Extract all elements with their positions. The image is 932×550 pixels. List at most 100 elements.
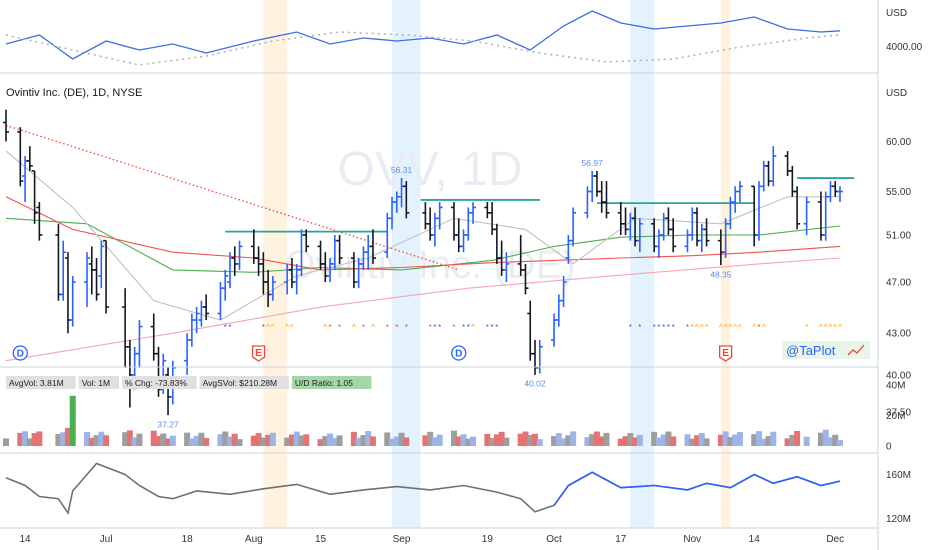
- resistance-lines: [225, 177, 855, 233]
- signal-marker: *: [395, 323, 398, 332]
- volume-bar: [150, 430, 157, 446]
- volume-bar: [503, 437, 510, 446]
- signal-marker: ^: [719, 323, 723, 332]
- volume-bar: [755, 431, 762, 446]
- volume-bar: [751, 434, 758, 446]
- signal-marker: *: [629, 323, 632, 332]
- signal-marker: ^: [285, 323, 289, 332]
- volume-bar: [226, 436, 233, 446]
- volume-bar: [184, 432, 191, 446]
- volume-bar: [827, 437, 834, 446]
- volume-bar: [617, 438, 624, 446]
- volume-bar: [522, 431, 529, 446]
- ohlc-bar: [269, 275, 276, 301]
- ohlc-bar: [103, 239, 110, 314]
- volume-bar: [288, 434, 295, 446]
- ohlc-bar: [193, 307, 200, 334]
- signal-marker: *: [462, 323, 465, 332]
- signal-marker: *: [467, 323, 470, 332]
- volume-bar: [627, 433, 634, 446]
- volume-bar: [69, 395, 76, 446]
- volume-bar: [431, 437, 438, 446]
- volume-bar: [636, 434, 643, 446]
- watermark: OVV, 1D Ovintiv Inc. (DE): [284, 143, 575, 287]
- ohlc-bar: [3, 109, 9, 142]
- volume-bar: [398, 432, 405, 446]
- volume-bar: [126, 430, 133, 446]
- volume-bar: [717, 434, 724, 446]
- time-axis-label: Oct: [546, 534, 562, 545]
- volume-stat: AvgSVol: $210.28M: [203, 378, 278, 388]
- volume-bar: [736, 432, 743, 446]
- bottom-tick-label: 160M: [886, 470, 911, 481]
- price-tick-label: 51.00: [886, 230, 911, 241]
- volume-stat-bg: [291, 376, 372, 389]
- price-tick-label: 60.00: [886, 137, 911, 148]
- volume-tick-label: 20M: [886, 411, 905, 422]
- time-axis-label: Nov: [683, 534, 701, 545]
- volume-bar: [336, 435, 343, 446]
- earnings-marker: [251, 345, 266, 362]
- ohlc-bar: [136, 320, 143, 368]
- taplot-badge-text: @TaPlot: [786, 343, 836, 358]
- volume-bar: [698, 433, 705, 446]
- volume-stat: AvgVol: 3.81M: [9, 378, 64, 388]
- signal-marker: *: [262, 323, 265, 332]
- ohlc-bar: [122, 288, 129, 368]
- ohlc-bar: [560, 275, 567, 308]
- volume-bar: [732, 434, 739, 446]
- volume-bar: [103, 435, 110, 446]
- signal-marker: *: [228, 323, 231, 332]
- signal-marker: ^: [724, 323, 728, 332]
- signal-marker: ^: [323, 323, 327, 332]
- volume-bar: [231, 433, 238, 446]
- ohlc-bar: [751, 185, 758, 247]
- volume-bar: [622, 436, 629, 446]
- bottom-axis-ticks: 160M 120M: [886, 470, 911, 525]
- volume-bar: [584, 437, 591, 446]
- volume-bar: [803, 436, 810, 446]
- volume-bar: [465, 438, 472, 446]
- signal-marker: *: [486, 323, 489, 332]
- time-axis-label: Sep: [393, 534, 411, 545]
- dividend-marker: [451, 345, 467, 361]
- volume-bar: [265, 434, 272, 446]
- volume-bar: [93, 435, 100, 446]
- time-axis-label: Jul: [100, 534, 113, 545]
- signal-marker: *: [757, 323, 760, 332]
- volume-bar: [384, 432, 391, 446]
- top-pane-line: [5, 10, 841, 60]
- signal-marker: ^: [271, 323, 275, 332]
- price-axis-ticks: 60.00 55.00 51.00 47.00 43.00 40.00 37.50: [886, 137, 911, 419]
- volume-bar: [84, 432, 91, 446]
- ohlc-bar: [126, 339, 133, 408]
- volume-bar: [665, 431, 672, 446]
- volume-bar: [422, 435, 429, 446]
- signal-markers: * * * ^ ^ ^ ^ ^ * * ^ * ^ * * * * * * * * * ^ * * * * * * * * * * * ^ ^ ^ ^ ^ ^…: [224, 323, 842, 332]
- ohlc-bar: [603, 181, 610, 219]
- ohlc-bar: [60, 240, 67, 301]
- signal-marker: *: [362, 323, 365, 332]
- signal-marker: ^: [833, 323, 837, 332]
- volume-stat-bg: [78, 376, 119, 389]
- signal-marker: ^: [738, 323, 742, 332]
- volume-stat-bg: [122, 376, 197, 389]
- volume-bar: [322, 436, 329, 446]
- time-axis-labels: 14 Jul 18 Aug 15 Sep 19 Oct 17 Nov 14 Dec: [20, 534, 845, 545]
- earnings-marker-label: E: [722, 348, 729, 359]
- price-tick-label: 43.00: [886, 329, 911, 340]
- ohlc-bar: [55, 223, 62, 301]
- volume-bar: [360, 435, 367, 446]
- ohlc-bar: [203, 294, 210, 321]
- ohlc-bar: [703, 218, 710, 247]
- volume-bar: [389, 438, 396, 446]
- price-label: 40.02: [524, 379, 546, 389]
- volume-bar: [303, 434, 310, 446]
- ohlc-bar: [222, 269, 229, 301]
- signal-marker: *: [653, 323, 656, 332]
- top-pane-tick: 4000.00: [886, 42, 923, 53]
- ohlc-bar: [22, 155, 29, 203]
- signal-marker: ^: [829, 323, 833, 332]
- volume-bar: [760, 438, 767, 446]
- volume-bar: [455, 436, 462, 446]
